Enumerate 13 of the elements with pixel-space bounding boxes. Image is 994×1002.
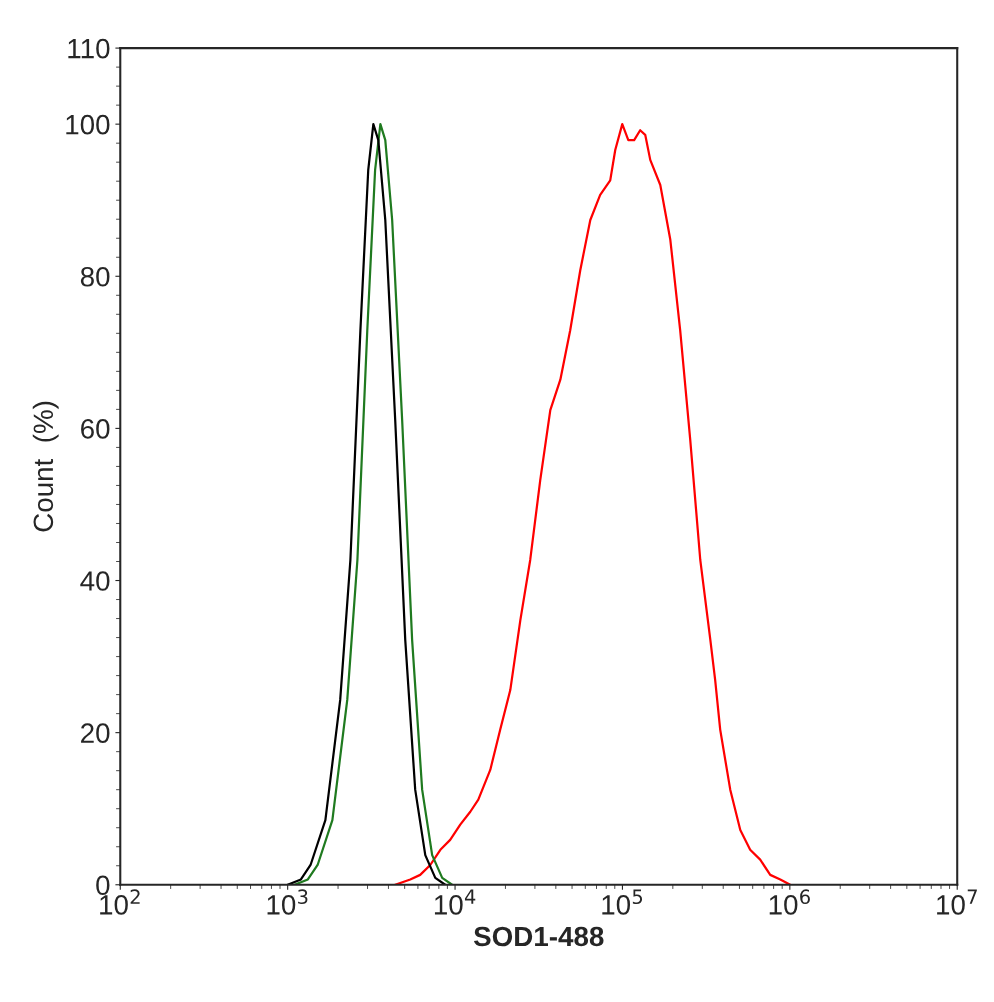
x-tick-label: 10$^{5}$: [602, 889, 643, 915]
y-axis-title: Count (%): [32, 401, 59, 532]
y-tick-label: 100: [66, 114, 110, 135]
y-tick-label: 60: [81, 419, 110, 439]
x-axis-title: SOD1-488: [473, 926, 604, 947]
y-tick-label: 40: [80, 571, 110, 591]
x-tick-label: 10$^{7}$: [937, 889, 977, 915]
x-tick-label: 10$^{6}$: [769, 889, 810, 915]
y-tick-label: 80: [80, 266, 110, 287]
x-tick-label: 10$^{4}$: [434, 889, 476, 915]
x-tick-label: 10$^{3}$: [267, 889, 308, 915]
y-tick-label: 20: [81, 723, 110, 743]
y-tick-label: 110: [68, 38, 110, 59]
